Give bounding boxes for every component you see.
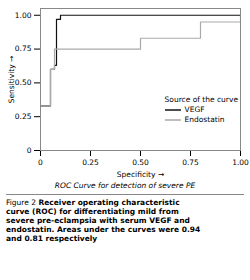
html-text:Endostatin: Endostatin xyxy=(184,115,225,124)
svg-text:0.75: 0.75 xyxy=(182,158,199,167)
svg-text:1.00: 1.00 xyxy=(15,11,32,20)
svg-text:0.25: 0.25 xyxy=(82,158,99,167)
svg-text:0.50: 0.50 xyxy=(15,78,32,87)
svg-text:0.50: 0.50 xyxy=(132,158,149,167)
svg-text:0.75: 0.75 xyxy=(15,44,32,53)
svg-text:1.00: 1.00 xyxy=(232,158,249,167)
svg-text:Specificity →: Specificity → xyxy=(117,170,164,179)
svg-text:Sensitivity →: Sensitivity → xyxy=(7,56,16,104)
svg-text:0: 0 xyxy=(38,158,43,167)
html-text:Figure 2 Receiver operating ch: Figure 2 Receiver operating characterist… xyxy=(6,198,201,243)
html-text:ROC Curve for detection of sev: ROC Curve for detection of severe PE xyxy=(54,181,196,190)
svg-text:0.25: 0.25 xyxy=(15,112,32,121)
svg-text:0: 0 xyxy=(27,146,32,155)
html-text:Source of the curve: Source of the curve xyxy=(164,95,238,104)
html-text:VEGF: VEGF xyxy=(184,105,205,114)
